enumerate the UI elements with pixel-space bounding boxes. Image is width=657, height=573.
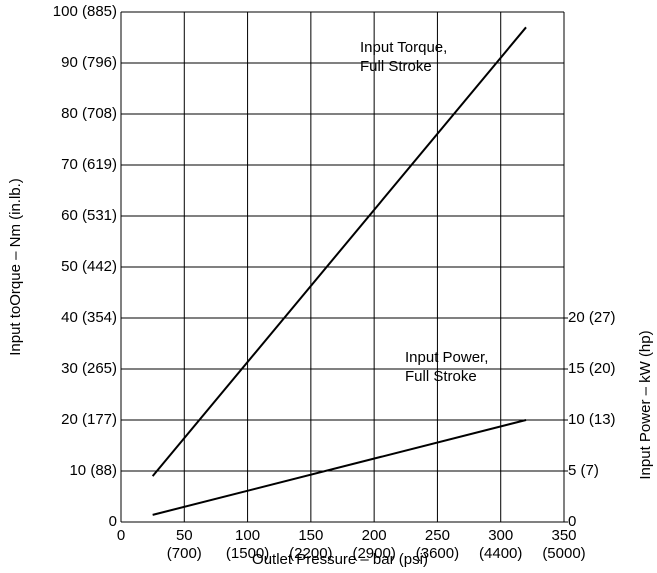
x-tick-label: 150 (298, 527, 323, 544)
x-tick-label: 350 (551, 527, 576, 544)
y-tick-label: 20 (177) (61, 411, 117, 428)
y-tick-label: 70 (619) (61, 156, 117, 173)
x-tick-label: 200 (362, 527, 387, 544)
y2-axis-title: Input Power – kW (hp) (637, 330, 654, 479)
line-series (152, 419, 527, 516)
y2-tick-label: 15 (20) (568, 360, 616, 377)
y2-tick-label: 10 (13) (568, 411, 616, 428)
y2-tick-label: 0 (568, 513, 576, 530)
y-tick-label: 100 (885) (53, 3, 117, 20)
x-tick-sublabel: (1500) (226, 545, 269, 562)
x-tick-label: 300 (488, 527, 513, 544)
line-series (151, 26, 527, 477)
annotation: Input Power, (405, 349, 488, 366)
y-tick-label: 60 (531) (61, 207, 117, 224)
y-tick-label: 30 (265) (61, 360, 117, 377)
annotation: Full Stroke (405, 368, 477, 385)
x-tick-sublabel: (5000) (542, 545, 585, 562)
x-tick-sublabel: (2200) (289, 545, 332, 562)
x-tick-label: 100 (235, 527, 260, 544)
x-tick-sublabel: (700) (167, 545, 202, 562)
x-axis-title: Outlet Pressure – bar (psi) (252, 551, 428, 568)
y-tick-label: 90 (796) (61, 54, 117, 71)
y-tick-label: 80 (708) (61, 105, 117, 122)
y-tick-label: 40 (354) (61, 309, 117, 326)
x-tick-sublabel: (2900) (352, 545, 395, 562)
y-tick-label: 0 (109, 513, 117, 530)
y-tick-label: 50 (442) (61, 258, 117, 275)
x-tick-sublabel: (3600) (416, 545, 459, 562)
y2-tick-label: 5 (7) (568, 462, 599, 479)
x-tick-label: 50 (176, 527, 193, 544)
y-tick-label: 10 (88) (69, 462, 117, 479)
annotation: Full Stroke (360, 58, 432, 75)
annotation: Input Torque, (360, 39, 447, 56)
x-tick-label: 250 (425, 527, 450, 544)
x-tick-label: 0 (117, 527, 125, 544)
y-axis-title: Input toOrque – Nm (in.lb.) (7, 178, 24, 356)
y2-tick-label: 20 (27) (568, 309, 616, 326)
x-tick-sublabel: (4400) (479, 545, 522, 562)
